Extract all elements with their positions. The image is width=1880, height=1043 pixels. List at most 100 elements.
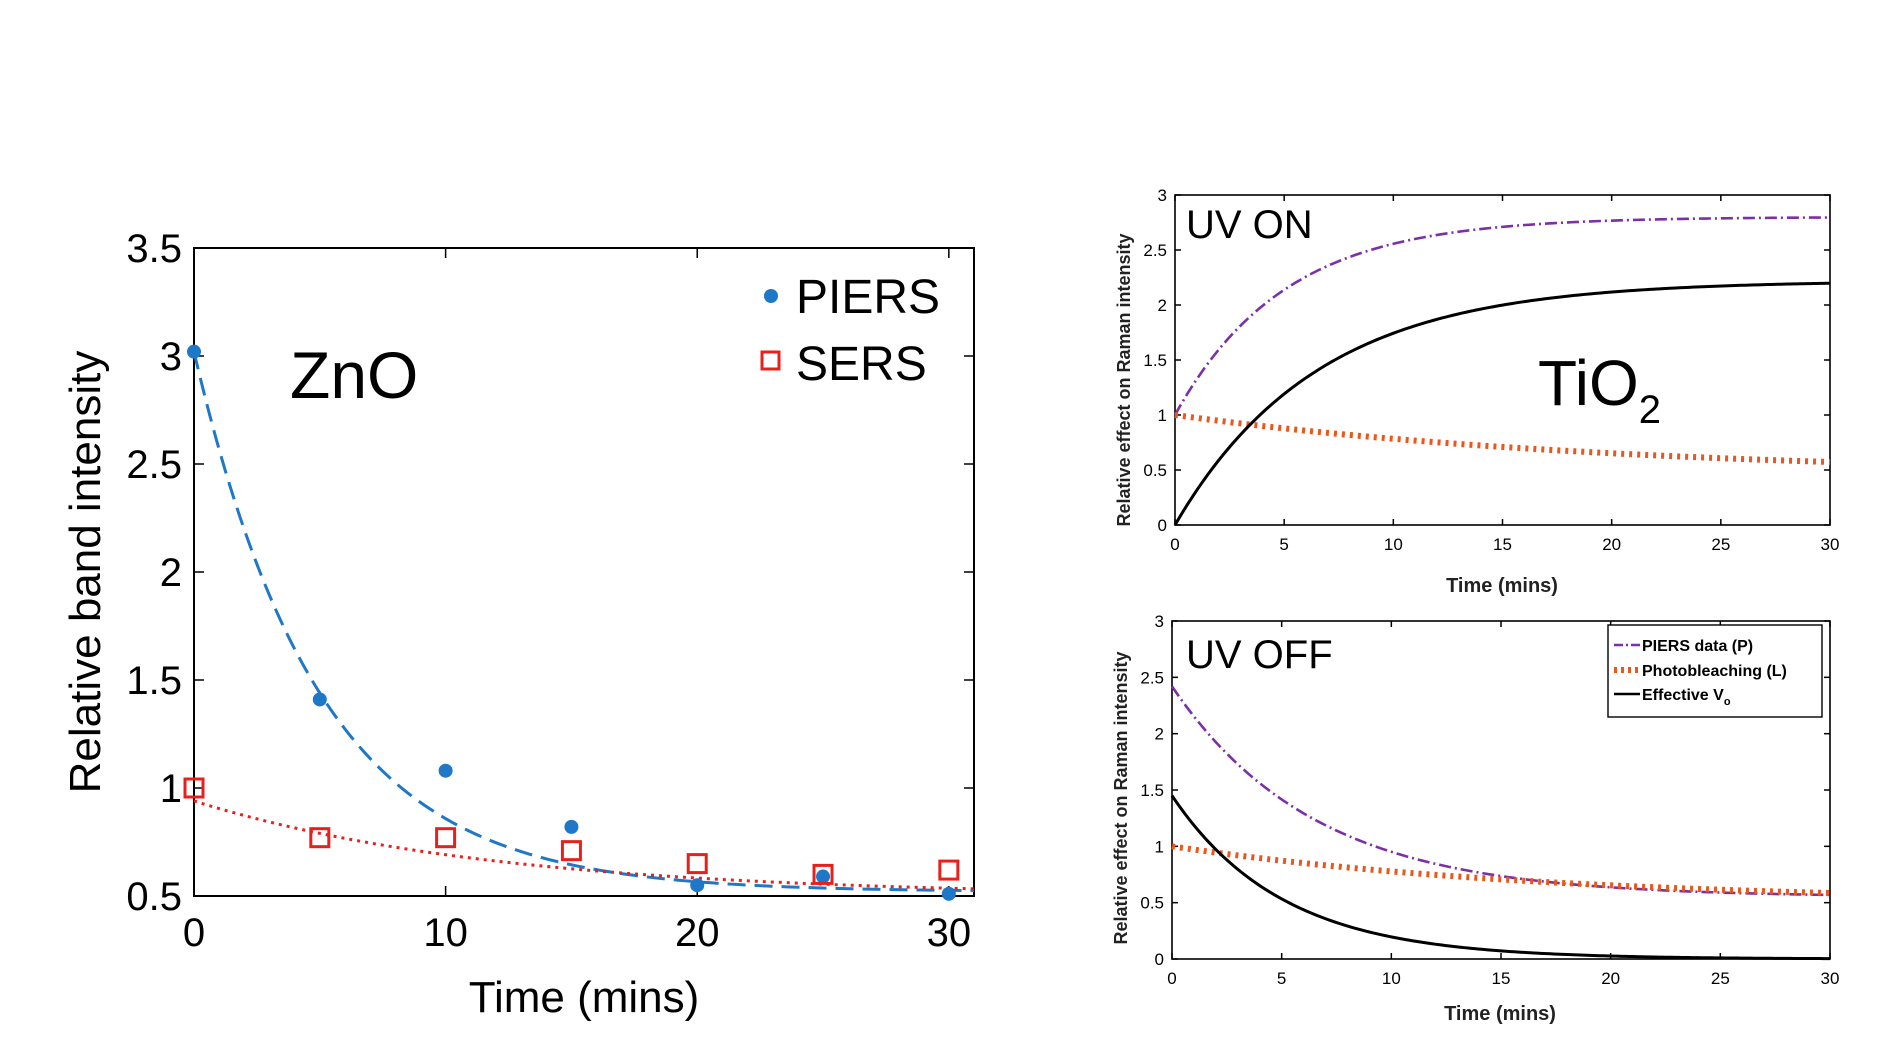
on-line-dotted [1174,412,1831,465]
zno-point-piers [187,344,201,359]
on-ytick-label: 1.5 [1143,351,1167,370]
uv-off-y-axis-label: Relative effect on Raman intensity [1111,651,1131,944]
zno-panel: 0.511.522.533.5 0 10 20 30 ZnO Time (mins) … [61,227,975,1022]
zno-legend: PIERS SERS [760,271,940,391]
uv-off-legend: PIERS data (P) Photobleaching (L) Effect… [1607,624,1823,718]
zno-fit-lines [192,351,975,893]
zno-point-piers [816,869,831,884]
uv-off-x-axis-label: Time (mins) [1444,1003,1556,1025]
legend-effective-v-text: Effective V [1642,687,1724,704]
zno-y-tick-labels: 0.5 1 1.5 2 2.5 3 3.5 [126,227,182,919]
zno-point-sers [560,840,582,862]
zno-ytick-label: 3.5 [126,227,182,271]
off-ytick-label: 0.5 [1140,894,1164,913]
uv-off-x-tick-labels: 0 5 10 15 20 25 30 [1167,969,1839,988]
uv-on-y-tick-labels: 0 0.5 1 1.5 2 2.5 3 [1143,186,1167,535]
zno-point-sers [435,827,457,849]
zno-point-sers [812,863,834,885]
uv-on-y-axis-label: Relative effect on Raman intensity [1114,233,1134,526]
off-ytick-label: 1.5 [1140,781,1164,800]
zno-ytick-label: 1 [160,767,182,811]
off-xtick-label: 0 [1167,969,1176,988]
on-ytick-label: 2 [1158,296,1167,315]
zno-point-piers [438,763,453,778]
uv-off-annotation: UV OFF [1186,633,1333,677]
uv-on-tick-marks [1174,194,1831,526]
zno-data-points [183,344,960,901]
zno-ytick-label: 3 [160,335,182,379]
zno-annotation: ZnO [290,338,418,412]
zno-fit-sers [193,799,975,891]
uv-off-y-tick-labels: 0 0.5 1 1.5 2 2.5 3 [1140,612,1164,969]
tio2-subscript: 2 [1639,388,1661,432]
uv-on-series-lines [1173,216,1831,526]
zno-point-piers [690,878,705,893]
off-ytick-label: 1 [1155,837,1164,856]
zno-ytick-label: 2.5 [126,443,182,487]
on-xtick-label: 25 [1711,535,1730,554]
zno-point-sers [686,853,708,875]
zno-xtick-label: 10 [423,911,468,955]
off-xtick-label: 10 [1382,969,1401,988]
legend-label-effective-vo: Effective Vo [1642,687,1731,708]
uv-off-legend-box [1607,624,1823,718]
legend-label-sers: SERS [796,338,927,391]
tio2-text: TiO [1538,347,1639,419]
legend-marker-piers [764,289,778,303]
zno-ytick-label: 2 [160,551,182,595]
legend-label-piers: PIERS [796,271,940,324]
off-line-solid [1170,794,1831,961]
off-line-dashdot [1170,685,1831,897]
off-ytick-label: 0 [1155,950,1164,969]
zno-y-axis-label: Relative band intensity [61,351,110,794]
uv-on-x-tick-labels: 0 5 10 15 20 25 30 [1170,535,1839,554]
on-ytick-label: 3 [1158,186,1167,205]
legend-effective-v-subscript: o [1724,696,1731,708]
on-xtick-label: 30 [1821,535,1840,554]
zno-xtick-label: 30 [927,911,972,955]
zno-point-sers [183,777,205,799]
uv-on-x-axis-label: Time (mins) [1446,575,1558,597]
zno-point-piers [312,692,327,707]
zno-xtick-label: 0 [183,911,205,955]
legend-label-piers-data: PIERS data (P) [1642,638,1753,655]
zno-x-tick-labels: 0 10 20 30 [183,911,971,955]
on-xtick-label: 15 [1493,535,1512,554]
zno-ytick-label: 0.5 [126,875,182,919]
zno-x-axis-label: Time (mins) [469,973,700,1022]
zno-xtick-label: 20 [675,911,720,955]
on-line-solid [1173,281,1831,526]
off-xtick-label: 5 [1277,969,1286,988]
uv-off-series-lines [1170,685,1831,961]
zno-fit-piers [192,351,975,893]
tio2-annotation: TiO2 [1538,347,1661,432]
uv-on-panel: 00.511.522.53 0 5 10 15 20 25 30 UV ON TiO2 Ti… [1114,186,1839,597]
on-xtick-label: 5 [1279,535,1288,554]
on-xtick-label: 20 [1602,535,1621,554]
on-ytick-label: 0.5 [1143,461,1167,480]
on-line-dashdot [1173,216,1831,416]
off-xtick-label: 15 [1492,969,1511,988]
off-ytick-label: 2 [1155,725,1164,744]
off-xtick-label: 30 [1821,969,1840,988]
off-ytick-label: 3 [1155,612,1164,631]
zno-point-piers [564,819,579,834]
uv-on-annotation: UV ON [1186,203,1313,247]
zno-point-piers [941,886,956,901]
on-ytick-label: 2.5 [1143,241,1167,260]
on-ytick-label: 1 [1158,406,1167,425]
zno-ytick-label: 1.5 [126,659,182,703]
off-line-dotted [1171,843,1831,897]
off-ytick-label: 2.5 [1140,668,1164,687]
uv-off-panel: 0 0.5 1 1.5 2 2.5 3 0 5 10 15 20 25 30 UV OFF Time (… [1111,612,1839,1025]
off-xtick-label: 25 [1711,969,1730,988]
on-ytick-label: 0 [1158,516,1167,535]
legend-label-photobleaching: Photobleaching (L) [1642,663,1787,680]
on-xtick-label: 0 [1170,535,1179,554]
zno-point-sers [309,827,331,849]
zno-point-sers [938,859,960,881]
legend-marker-sers [760,350,781,371]
on-xtick-label: 10 [1384,535,1403,554]
off-xtick-label: 20 [1601,969,1620,988]
